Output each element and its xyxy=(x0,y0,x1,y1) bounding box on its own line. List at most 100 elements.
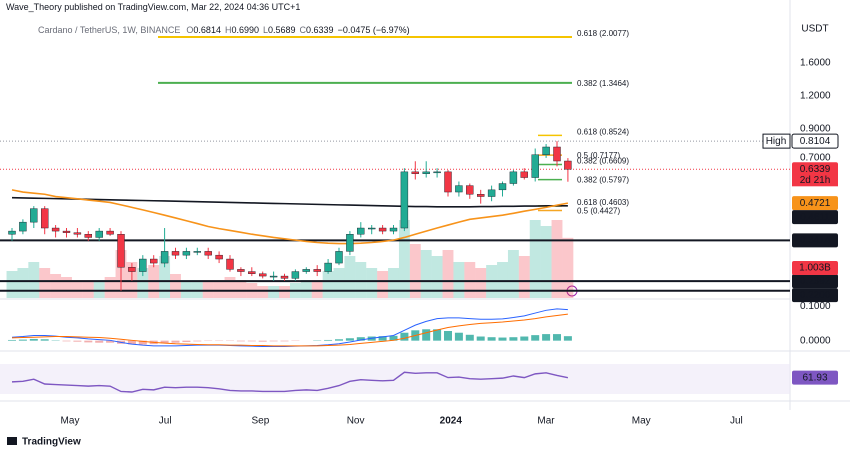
macd-tick-label: 0.0000 xyxy=(800,335,831,346)
candle-body xyxy=(160,251,169,264)
ohlc-value: 0.5689 xyxy=(268,25,296,35)
candle-body xyxy=(149,258,158,264)
y-tick-label: 0.7000 xyxy=(800,153,831,164)
countdown: 2d 21h xyxy=(800,175,831,186)
volume-bar xyxy=(311,280,323,298)
volume-bar xyxy=(170,274,181,298)
candle-body xyxy=(498,183,507,191)
candle-body xyxy=(487,189,496,197)
fib-label: 0.618 (0.8524) xyxy=(577,127,629,136)
rsi-tag xyxy=(792,370,838,385)
fib-label: 0.382 (1.3464) xyxy=(577,79,629,88)
fib-label: 0.618 (0.4603) xyxy=(577,198,629,207)
volume-tag-label: 1.003B xyxy=(799,263,831,274)
volume-bar xyxy=(180,280,192,298)
macd-histogram xyxy=(454,332,463,341)
fib-label: 0.382 (0.5797) xyxy=(577,176,629,185)
volume-bar xyxy=(104,277,116,298)
macd-histogram xyxy=(280,340,289,342)
volume-bar xyxy=(344,256,356,298)
y-tick-label: 1.2000 xyxy=(800,91,831,102)
volume-bar xyxy=(366,268,378,298)
x-tick-label: 2024 xyxy=(440,416,463,427)
macd-histogram xyxy=(520,336,529,341)
macd-histogram xyxy=(487,337,496,341)
volume-bar xyxy=(61,277,72,298)
candle-body xyxy=(204,251,212,256)
price-tag-label: 0.2392 xyxy=(800,276,831,287)
macd-histogram xyxy=(433,329,442,341)
volume-bar xyxy=(93,280,105,298)
macd-histogram xyxy=(378,336,387,341)
volume-bar xyxy=(137,268,149,298)
candle-body xyxy=(477,194,485,197)
candle-body xyxy=(335,251,343,264)
volume-bar xyxy=(355,262,367,298)
volume-bar xyxy=(507,250,519,298)
ohlc-key: C xyxy=(299,25,307,35)
publisher-line: Wave_Theory published on TradingView.com… xyxy=(6,2,301,12)
macd-histogram xyxy=(563,336,572,341)
candle-body xyxy=(422,171,430,174)
volume-bar xyxy=(333,268,345,298)
moving-average xyxy=(11,196,568,208)
macd-histogram xyxy=(465,334,474,341)
candle-body xyxy=(215,254,223,260)
rsi-tag-label: 61.93 xyxy=(802,372,827,383)
candle-body xyxy=(324,262,332,272)
volume-bar xyxy=(6,271,18,298)
macd-histogram xyxy=(476,336,485,341)
macd-histogram xyxy=(269,340,278,342)
macd-histogram xyxy=(509,337,518,341)
x-tick-label: Mar xyxy=(537,416,555,427)
fib-label: 0.618 (2.0077) xyxy=(577,29,629,38)
volume-bar xyxy=(257,286,269,298)
macd-histogram xyxy=(106,340,115,343)
macd-histogram xyxy=(400,332,409,341)
candle-body xyxy=(128,267,136,272)
candle-body xyxy=(542,146,550,155)
ohlc-value: 0.6339 xyxy=(306,25,334,35)
macd-histogram xyxy=(542,334,551,341)
candle-body xyxy=(62,230,71,233)
rsi-line xyxy=(11,371,569,393)
volume-bar xyxy=(82,280,94,298)
candle-body xyxy=(357,227,365,235)
volume-bar xyxy=(464,262,476,298)
x-tick-label: Nov xyxy=(347,416,365,427)
price-tag-label: 0.8104 xyxy=(800,136,831,147)
candle-body xyxy=(226,258,234,270)
macd-histogram xyxy=(389,335,398,341)
volume-bar xyxy=(442,250,454,298)
macd-macd-line xyxy=(11,308,568,348)
macd-histogram xyxy=(73,340,82,342)
y-tick-label: 1.6000 xyxy=(800,58,831,69)
volume-bar xyxy=(529,220,541,298)
x-tick-label: Jul xyxy=(730,416,743,427)
price-tag-name-box xyxy=(762,133,791,149)
y-tick-label: 0.9000 xyxy=(800,124,831,135)
candle-body xyxy=(553,146,561,162)
candle-body xyxy=(30,208,38,223)
macd-histogram xyxy=(345,338,354,341)
candle-body xyxy=(106,230,114,235)
symbol-legend: Cardano / TetherUS, 1W, BINANCE O0.6814 H0… xyxy=(38,25,410,35)
macd-histogram xyxy=(95,340,104,343)
candle-body xyxy=(313,269,321,272)
macd-histogram xyxy=(138,340,147,345)
candle-body xyxy=(8,230,16,235)
volume-bar xyxy=(50,274,62,298)
x-tick-label: May xyxy=(632,416,651,427)
candle-body xyxy=(302,269,310,272)
volume-bar xyxy=(420,250,432,298)
ohlc-key: H xyxy=(224,25,232,35)
volume-bar xyxy=(551,220,563,298)
fib-label: 0.5 (0.7177) xyxy=(577,151,620,160)
volume-bar xyxy=(159,256,171,298)
candle-body xyxy=(182,251,191,256)
candle-body xyxy=(455,185,463,193)
volume-bar xyxy=(71,280,83,298)
volume-bar xyxy=(431,256,443,298)
